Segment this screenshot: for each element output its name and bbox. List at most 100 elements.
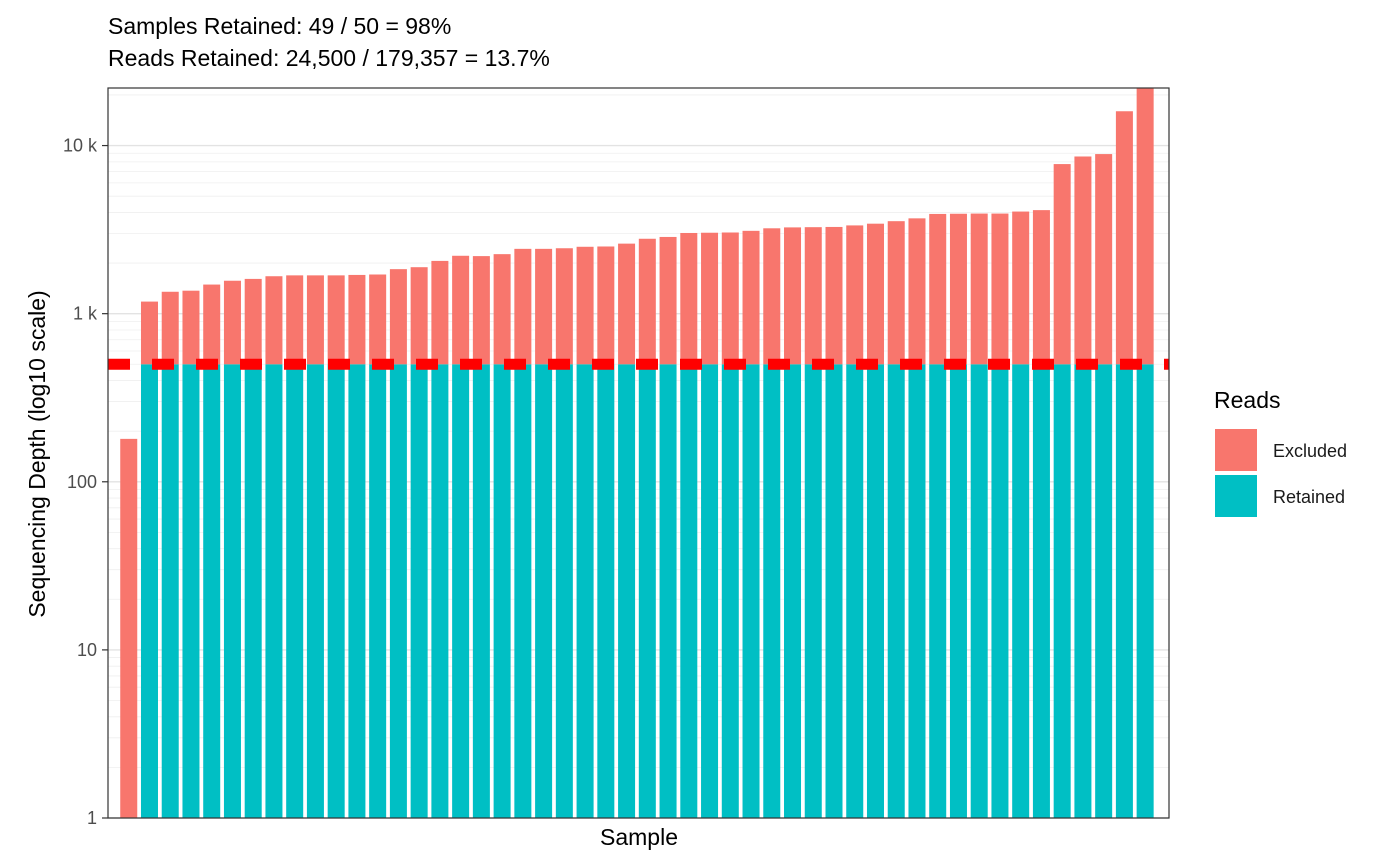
chart-title-line-2: Reads Retained: 24,500 / 179,357 = 13.7% xyxy=(108,45,550,71)
bar-excluded xyxy=(618,243,636,365)
bar-excluded xyxy=(493,254,511,365)
bar-excluded xyxy=(680,232,698,365)
bar-retained xyxy=(410,364,428,818)
legend-swatch-retained xyxy=(1215,475,1257,517)
bar-excluded xyxy=(1053,164,1071,365)
bar-excluded xyxy=(120,438,138,818)
y-axis: 1 10 100 1 k 10 k xyxy=(63,136,108,828)
bar-retained xyxy=(846,364,864,818)
bar-retained xyxy=(991,364,1009,818)
bar-excluded xyxy=(555,248,573,365)
bar-retained xyxy=(203,364,221,818)
bar-excluded xyxy=(223,280,241,365)
bar-excluded xyxy=(576,246,594,365)
bar-excluded xyxy=(161,291,179,365)
bar-retained xyxy=(286,364,304,818)
bar-retained xyxy=(389,364,407,818)
bar-retained xyxy=(949,364,967,818)
bar-retained xyxy=(763,364,781,818)
bar-excluded xyxy=(846,225,864,365)
bar-excluded xyxy=(348,274,366,365)
y-tick-label: 1 xyxy=(87,808,97,828)
bar-excluded xyxy=(182,290,200,365)
panel-border-rect xyxy=(107,87,1170,819)
y-axis-label: Sequencing Depth (log10 scale) xyxy=(24,290,50,617)
bar-retained xyxy=(182,364,200,818)
bar-retained xyxy=(1032,364,1050,818)
bar-excluded xyxy=(597,246,615,365)
bar-retained xyxy=(1074,364,1092,818)
bar-excluded xyxy=(1115,111,1133,365)
bar-excluded xyxy=(970,213,988,365)
bar-excluded xyxy=(203,284,221,365)
bar-retained xyxy=(493,364,511,818)
bar-retained xyxy=(1095,364,1113,818)
bar-retained xyxy=(348,364,366,818)
bar-excluded xyxy=(804,227,822,365)
bar-retained xyxy=(618,364,636,818)
bar-retained xyxy=(908,364,926,818)
bar-excluded xyxy=(431,260,449,365)
bar-excluded xyxy=(991,213,1009,365)
bar-excluded xyxy=(701,232,719,365)
bar-retained xyxy=(472,364,490,818)
bar-excluded xyxy=(265,276,283,365)
bar-excluded xyxy=(866,223,884,365)
bar-excluded xyxy=(286,275,304,365)
bar-excluded xyxy=(1074,156,1092,365)
x-axis-label: Sample xyxy=(600,824,678,850)
bar-retained xyxy=(1115,364,1133,818)
bar-retained xyxy=(680,364,698,818)
bar-excluded xyxy=(472,256,490,365)
bar-retained xyxy=(804,364,822,818)
bar-excluded xyxy=(659,236,677,365)
bar-retained xyxy=(431,364,449,818)
bar-excluded xyxy=(1136,88,1154,365)
bar-excluded xyxy=(638,238,656,365)
bar-retained xyxy=(742,364,760,818)
bar-retained xyxy=(638,364,656,818)
bar-excluded xyxy=(327,275,345,365)
bars xyxy=(120,88,1154,818)
bar-excluded xyxy=(452,255,470,365)
bar-excluded xyxy=(949,213,967,365)
bar-retained xyxy=(265,364,283,818)
bar-retained xyxy=(887,364,905,818)
bar-retained xyxy=(452,364,470,818)
bar-excluded xyxy=(306,275,324,365)
bar-excluded xyxy=(1095,154,1113,365)
bar-retained xyxy=(1053,364,1071,818)
bar-retained xyxy=(140,364,158,818)
bar-excluded xyxy=(929,213,947,365)
bar-retained xyxy=(784,364,802,818)
bar-excluded xyxy=(742,230,760,365)
bar-retained xyxy=(369,364,387,818)
panel-border xyxy=(107,87,1170,819)
bar-retained xyxy=(223,364,241,818)
bar-retained xyxy=(701,364,719,818)
bar-excluded xyxy=(721,232,739,365)
bar-excluded xyxy=(908,218,926,365)
bar-excluded xyxy=(825,226,843,365)
bar-excluded xyxy=(514,248,532,365)
bar-retained xyxy=(825,364,843,818)
y-tick-label: 100 xyxy=(67,472,97,492)
bar-retained xyxy=(161,364,179,818)
bar-retained xyxy=(514,364,532,818)
legend-title: Reads xyxy=(1214,387,1280,413)
chart-title-line-1: Samples Retained: 49 / 50 = 98% xyxy=(108,13,451,39)
y-tick-label: 10 k xyxy=(63,136,98,156)
bar-retained xyxy=(1012,364,1030,818)
bar-retained xyxy=(970,364,988,818)
bar-excluded xyxy=(763,228,781,365)
y-tick-label: 1 k xyxy=(73,304,98,324)
bar-excluded xyxy=(784,227,802,365)
bar-retained xyxy=(597,364,615,818)
legend-label-excluded: Excluded xyxy=(1273,441,1347,461)
y-tick-label: 10 xyxy=(77,640,97,660)
legend: Reads Excluded Retained xyxy=(1214,387,1347,517)
bar-excluded xyxy=(389,269,407,365)
legend-label-retained: Retained xyxy=(1273,487,1345,507)
bar-retained xyxy=(535,364,553,818)
